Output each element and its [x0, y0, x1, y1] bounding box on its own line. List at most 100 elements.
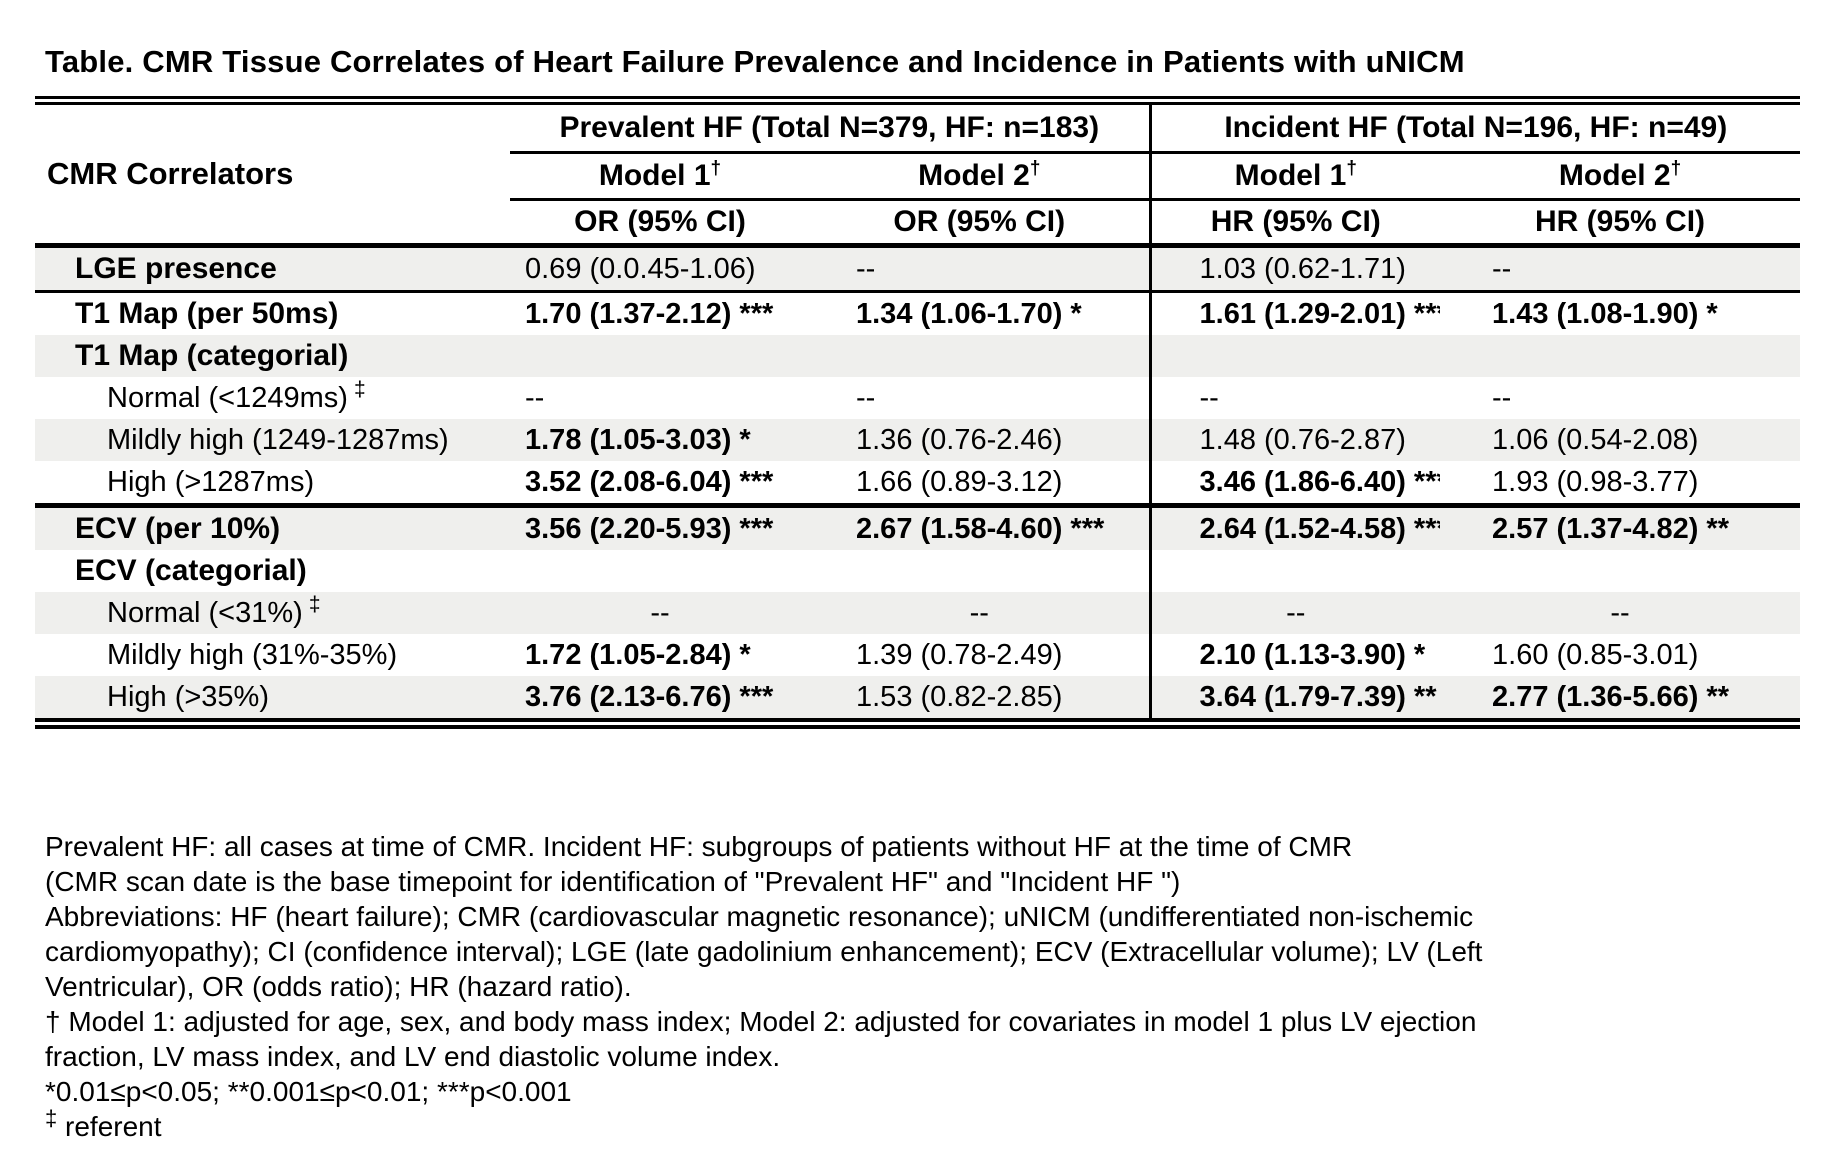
value-cell: --: [1148, 377, 1441, 419]
value-cell: --: [969, 596, 989, 629]
referent-text: referent: [65, 1111, 162, 1142]
model-header: Model 1†: [510, 152, 810, 201]
value-cell: [1440, 550, 1800, 592]
row-label: High (>35%): [107, 680, 269, 713]
value-cell: 1.66 (0.89-3.12): [810, 461, 1151, 508]
value-cell: 3.64 (1.79-7.39) **: [1148, 676, 1441, 724]
metric-header-hr-1: HR (95% CI): [1148, 199, 1441, 248]
table-row-t1-high: High (>1287ms) 3.52 (2.08-6.04) *** 1.66…: [35, 461, 1801, 508]
group-header-row: CMR Correlators Prevalent HF (Total N=37…: [35, 100, 1801, 248]
footnote-models: † Model 1: adjusted for age, sex, and bo…: [45, 1006, 1477, 1072]
value-cell: --: [1610, 596, 1630, 629]
value-cell: 1.53 (0.82-2.85): [856, 680, 1063, 713]
value-cell: 1.60 (0.85-3.01): [1492, 638, 1699, 671]
value-cell: 1.93 (0.98-3.77): [1440, 461, 1801, 508]
model-header: Model 1†: [1148, 152, 1441, 201]
row-label-text: Normal (<31%): [107, 596, 303, 629]
footnote-referent: ‡ referent: [45, 1105, 1535, 1144]
value-cell: 2.57 (1.37-4.82) **: [1492, 512, 1729, 545]
row-label: Mildly high (31%-35%): [107, 638, 398, 671]
value-cell: 2.10 (1.13-3.90) *: [1148, 634, 1441, 676]
cmr-correlates-table: CMR Correlators Prevalent HF (Total N=37…: [35, 96, 1801, 729]
metric-header-or-2: OR (95% CI): [810, 199, 1151, 248]
dagger-marker: †: [1346, 158, 1357, 179]
footnote-definitions: Prevalent HF: all cases at time of CMR. …: [45, 831, 1353, 862]
value-cell: [1148, 550, 1441, 592]
value-cell: [810, 335, 1150, 377]
row-label: T1 Map (categorial): [75, 339, 349, 372]
value-cell: 3.76 (2.13-6.76) ***: [525, 680, 774, 713]
metric-header-hr-2: HR (95% CI): [1440, 199, 1801, 248]
value-cell: 1.36 (0.76-2.46): [856, 423, 1063, 456]
value-cell: 3.56 (2.20-5.93) ***: [525, 512, 774, 545]
value-cell: 1.43 (1.08-1.90) *: [1492, 297, 1718, 330]
table-body: LGE presence 0.69 (0.0.45-1.06) -- 1.03 …: [35, 245, 1801, 724]
table-row-ecv-per-10: ECV (per 10%) 3.56 (2.20-5.93) *** 2.67 …: [35, 505, 1801, 550]
row-label: Normal (<31%) ‡: [35, 592, 510, 634]
model-header: Model 2†: [1440, 152, 1801, 201]
table-row-ecv-categorial: ECV (categorial): [35, 550, 1800, 592]
value-cell: --: [856, 381, 876, 414]
value-cell: [1148, 335, 1441, 377]
table-row-ecv-mildly-high: Mildly high (31%-35%) 1.72 (1.05-2.84) *…: [35, 634, 1800, 676]
value-cell: --: [1440, 245, 1801, 293]
model-header-label: Model 1: [598, 159, 711, 192]
row-label-text: Normal (<1249ms): [107, 381, 348, 414]
value-cell: [510, 550, 810, 592]
dagger-marker: †: [710, 158, 722, 179]
model-header: Model 2†: [810, 152, 1151, 201]
row-label: ECV (per 10%): [75, 512, 281, 545]
model-header-row: Model 1† Model 2† Model 1† Model 2†: [35, 152, 1801, 201]
value-cell: --: [525, 381, 545, 414]
footnote-abbreviations: Abbreviations: HF (heart failure); CMR (…: [45, 901, 1483, 1002]
value-cell: 2.77 (1.36-5.66) **: [1492, 680, 1729, 713]
value-cell: 1.48 (0.76-2.87): [1148, 419, 1441, 461]
table-row-ecv-normal: Normal (<31%) ‡ -- -- -- --: [35, 592, 1801, 634]
value-cell: 2.67 (1.58-4.60) ***: [856, 512, 1105, 545]
value-cell: [510, 335, 810, 377]
footnote-significance: *0.01≤p<0.05; **0.001≤p<0.01; ***p<0.001: [45, 1076, 572, 1107]
value-cell: 1.70 (1.37-2.12) ***: [525, 297, 774, 330]
referent-marker: ‡: [353, 377, 366, 401]
value-cell: 1.61 (1.29-2.01) ***: [1148, 291, 1441, 335]
value-cell: 1.78 (1.05-3.03) *: [525, 423, 751, 456]
table-row-ecv-high: High (>35%) 3.76 (2.13-6.76) *** 1.53 (0…: [35, 676, 1801, 724]
model-header-label: Model 2: [1558, 159, 1671, 192]
value-cell: 1.03 (0.62-1.71): [1148, 245, 1441, 293]
model-header-label: Model 2: [918, 159, 1030, 192]
page: Table. CMR Tissue Correlates of Heart Fa…: [0, 44, 1834, 1144]
table-row-t1-normal: Normal (<1249ms) ‡ -- -- -- --: [35, 377, 1800, 419]
table-header: CMR Correlators Prevalent HF (Total N=37…: [35, 100, 1801, 248]
footnote-scan-date: (CMR scan date is the base timepoint for…: [45, 866, 1181, 897]
row-label: T1 Map (per 50ms): [75, 297, 339, 330]
table-row-t1-map-per-50ms: T1 Map (per 50ms) 1.70 (1.37-2.12) *** 1…: [35, 291, 1800, 335]
value-cell: 1.34 (1.06-1.70) *: [856, 297, 1082, 330]
dagger-marker: †: [1029, 158, 1041, 179]
row-label: High (>1287ms): [35, 461, 510, 508]
group-header-prevalent-hf: Prevalent HF (Total N=379, HF: n=183): [510, 100, 1151, 154]
dagger-marker: †: [1670, 158, 1682, 179]
value-cell: 1.72 (1.05-2.84) *: [525, 638, 751, 671]
corner-header: CMR Correlators: [35, 100, 510, 248]
value-cell: --: [1492, 381, 1512, 414]
metric-header-or-1: OR (95% CI): [510, 199, 810, 248]
value-cell: [1440, 335, 1800, 377]
metric-header-row: OR (95% CI) OR (95% CI) HR (95% CI) HR (…: [35, 199, 1801, 248]
value-cell: [810, 550, 1150, 592]
model-header-label: Model 1: [1234, 159, 1347, 192]
table-row-lge-presence: LGE presence 0.69 (0.0.45-1.06) -- 1.03 …: [35, 245, 1801, 293]
table-row-t1-mildly-high: Mildly high (1249-1287ms) 1.78 (1.05-3.0…: [35, 419, 1801, 461]
row-label: ECV (categorial): [75, 554, 307, 587]
referent-marker: ‡: [45, 1105, 58, 1131]
value-cell: --: [1148, 592, 1441, 634]
row-label: Mildly high (1249-1287ms): [107, 423, 449, 456]
value-cell: --: [810, 245, 1151, 293]
value-cell: 1.06 (0.54-2.08): [1492, 423, 1699, 456]
value-cell: 2.64 (1.52-4.58) ***: [1148, 505, 1441, 550]
row-label: Normal (<1249ms) ‡: [35, 377, 510, 419]
value-cell: 3.52 (2.08-6.04) ***: [510, 461, 810, 508]
referent-marker: ‡: [308, 592, 321, 616]
value-cell: 3.46 (1.86-6.40) ***: [1148, 461, 1441, 508]
value-cell: --: [650, 596, 670, 629]
table-row-t1-map-categorial: T1 Map (categorial): [35, 335, 1801, 377]
